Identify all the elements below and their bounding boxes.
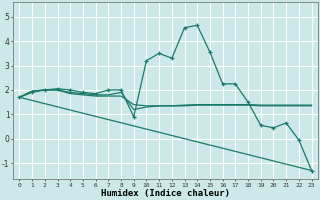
X-axis label: Humidex (Indice chaleur): Humidex (Indice chaleur) — [101, 189, 230, 198]
